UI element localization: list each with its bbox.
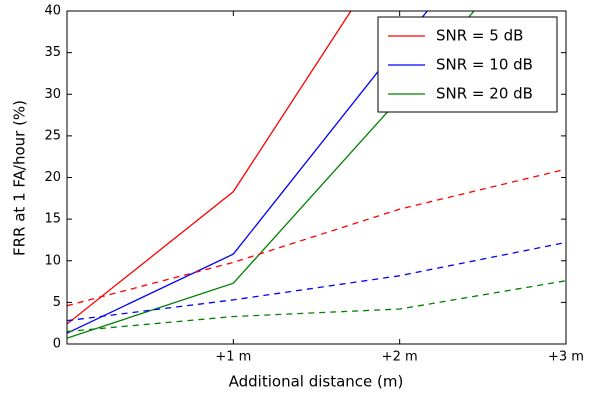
y-tick-label: 15: [44, 212, 61, 227]
legend-label: SNR = 10 dB: [436, 56, 533, 74]
dashed-line: [67, 280, 566, 333]
x-tick-label: +2 m: [382, 350, 418, 365]
y-tick-label: 40: [44, 4, 61, 19]
x-tick-label: +1 m: [215, 350, 251, 365]
y-tick-label: 30: [44, 87, 61, 102]
plot-area: [67, 11, 566, 339]
legend-label: SNR = 5 dB: [436, 27, 523, 45]
line: [67, 11, 429, 334]
y-tick-label: 25: [44, 128, 61, 143]
line: [67, 11, 475, 339]
y-tick-label: 35: [44, 45, 61, 60]
y-axis-title: FRR at 1 FA/hour (%): [11, 100, 29, 256]
legend-label: SNR = 20 dB: [436, 85, 533, 103]
y-tick-label: 10: [44, 253, 61, 268]
y-tick-label: 5: [53, 295, 61, 310]
y-tick-label: 0: [53, 337, 61, 352]
line: [67, 11, 352, 325]
x-axis-title: Additional distance (m): [229, 373, 404, 391]
dashed-line: [67, 168, 566, 307]
dashed-line: [67, 241, 566, 322]
x-tick-label: +3 m: [548, 350, 584, 365]
y-tick-label: 20: [44, 170, 61, 185]
